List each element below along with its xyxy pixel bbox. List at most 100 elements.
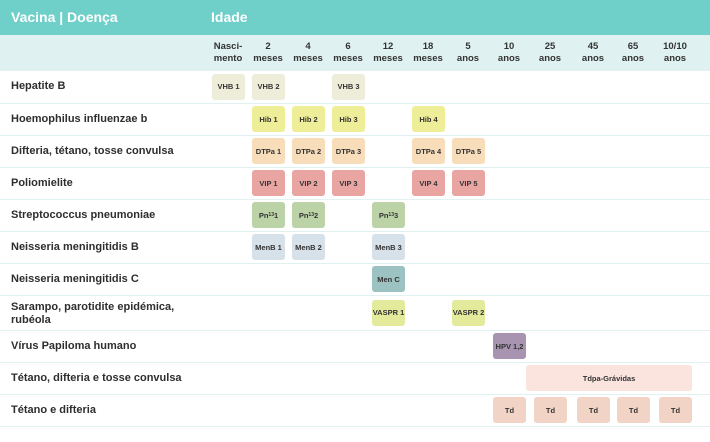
dose-subscript: 13 [268, 212, 274, 218]
dose-badge: VHB 2 [252, 73, 285, 100]
age-column-label: anos [497, 53, 521, 64]
age-column-header: 12 meses [368, 41, 408, 65]
row-label: Vírus Papiloma humano [11, 340, 137, 352]
dose-badge: VIP 4 [412, 170, 445, 196]
dose-badge: VIP 1 [252, 170, 285, 196]
dose-label: DTPa 1 [255, 146, 282, 156]
dose-label: Men C [377, 274, 400, 284]
table-row: Streptococcus pneumoniae Pn 13 1 Pn 13 2 Pn 13… [0, 200, 710, 232]
dose-label: VIP 5 [459, 178, 478, 188]
age-column-header: 6 meses [328, 41, 368, 65]
dose-label: VIP 1 [259, 178, 278, 188]
dose-label: MenB 3 [375, 242, 402, 252]
row-label: Neisseria meningitidis C [11, 273, 139, 285]
dose-badge: Pn 13 1 [252, 202, 285, 228]
dose-label: Hib 4 [419, 114, 438, 124]
row-label: Tétano, difteria e tosse convulsa [11, 372, 182, 384]
age-column-header: 25 anos [530, 41, 570, 65]
dose-badge: Td [577, 397, 610, 423]
table-row: Hoemophilus influenzae b Hib 1 Hib 2 Hib 3 H… [0, 104, 710, 136]
row-label: Streptococcus pneumoniae [11, 209, 156, 221]
dose-badge: VIP 5 [452, 170, 485, 196]
age-column-label: anos [663, 53, 687, 64]
age-column-label: meses [293, 53, 323, 64]
age-heading: Idade [211, 9, 248, 25]
age-column-label: 65 [627, 41, 639, 52]
table-row: Poliomielite VIP 1 VIP 2 VIP 3 VIP 4 VIP 5 [0, 168, 710, 200]
dose-badge: DTPa 2 [292, 138, 325, 164]
dose-label: VIP 2 [299, 178, 318, 188]
age-column-header: 10 anos [489, 41, 529, 65]
age-column-header: Nasci-mento [208, 41, 248, 65]
dose-label: DTPa 4 [415, 146, 442, 156]
dose-subscript: 13 [308, 212, 314, 218]
dose-badge: Td [659, 397, 692, 423]
dose-label: Tdpa-Grávidas [582, 373, 636, 383]
table-row: Tétano e difteria Td Td Td Td Td [0, 395, 710, 427]
age-column-label: 12 [382, 41, 394, 52]
age-column-header: 18 meses [408, 41, 448, 65]
dose-label: VHB 1 [217, 82, 240, 91]
age-column-label: 6 [345, 41, 351, 52]
dose-badge: Hib 4 [412, 106, 445, 132]
age-column-label: meses [413, 53, 443, 64]
age-column-label: anos [456, 53, 480, 64]
age-column-label: 2 [265, 41, 271, 52]
dose-badge: MenB 1 [252, 234, 285, 260]
dose-label: Pn [258, 210, 269, 220]
dose-badge: Tdpa-Grávidas [526, 365, 692, 391]
dose-label: VASPR 1 [372, 308, 405, 317]
dose-badge: Hib 3 [332, 106, 365, 132]
table-row: Vírus Papiloma humano HPV 1,2 [0, 331, 710, 363]
age-column-header: 65 anos [613, 41, 653, 65]
row-label: Hepatite B [11, 80, 66, 92]
age-column-label: 10 [503, 41, 515, 52]
dose-badge: VIP 3 [332, 170, 365, 196]
dose-badge: HPV 1,2 [493, 333, 526, 359]
dose-label: Pn [298, 210, 309, 220]
vaccine-disease-heading: Vacina | Doença [11, 9, 118, 25]
dose-label: Td [504, 405, 515, 415]
dose-badge: DTPa 5 [452, 138, 485, 164]
table-row: Tétano, difteria e tosse convulsa Tdpa-Gr… [0, 363, 710, 395]
age-column-label: anos [538, 53, 562, 64]
dose-label: DTPa 3 [335, 146, 362, 156]
dose-label: Hib 3 [339, 114, 358, 124]
age-column-label: 18 [422, 41, 434, 52]
dose-badge: Td [534, 397, 567, 423]
age-column-label: 45 [587, 41, 599, 52]
dose-subscript: 13 [388, 212, 394, 218]
age-column-label: meses [333, 53, 363, 64]
age-column-label: anos [621, 53, 645, 64]
row-label: Sarampo, parotidite epidémica, rubéola [11, 301, 175, 326]
age-column-label: 10/10 [663, 41, 687, 52]
dose-label: DTPa 2 [295, 146, 322, 156]
age-column-label: 25 [544, 41, 556, 52]
dose-label: Td [628, 405, 639, 415]
dose-number: 2 [313, 210, 319, 220]
age-column-label: anos [581, 53, 605, 64]
table-row: Hepatite B VHB 1 VHB 2 VHB 3 [0, 71, 710, 104]
age-column-header: 10/10 anos [655, 41, 695, 65]
row-label: Tétano e difteria [11, 404, 96, 416]
dose-label: VIP 4 [419, 178, 438, 188]
dose-badge: DTPa 1 [252, 138, 285, 164]
table-header-bar: Vacina | Doença Idade [0, 0, 710, 35]
dose-badge: Pn 13 3 [372, 202, 405, 228]
dose-badge: MenB 3 [372, 234, 405, 260]
dose-label: VHB 2 [257, 82, 280, 91]
dose-badge: Hib 2 [292, 106, 325, 132]
dose-badge: VASPR 2 [452, 299, 485, 326]
dose-label: Hib 1 [259, 114, 278, 124]
table-row: Neisseria meningitidis B MenB 1 MenB 2 MenB… [0, 232, 710, 264]
age-column-header: 5 anos [448, 41, 488, 65]
age-column-label: Nasci- [213, 41, 243, 52]
dose-badge: DTPa 4 [412, 138, 445, 164]
dose-label: Pn [378, 210, 389, 220]
dose-label: Td [670, 405, 681, 415]
dose-number: 3 [393, 210, 399, 220]
dose-badge: Men C [372, 266, 405, 292]
row-label: Poliomielite [11, 177, 73, 189]
dose-label: VHB 3 [337, 82, 360, 91]
dose-label: HPV 1,2 [495, 341, 524, 351]
